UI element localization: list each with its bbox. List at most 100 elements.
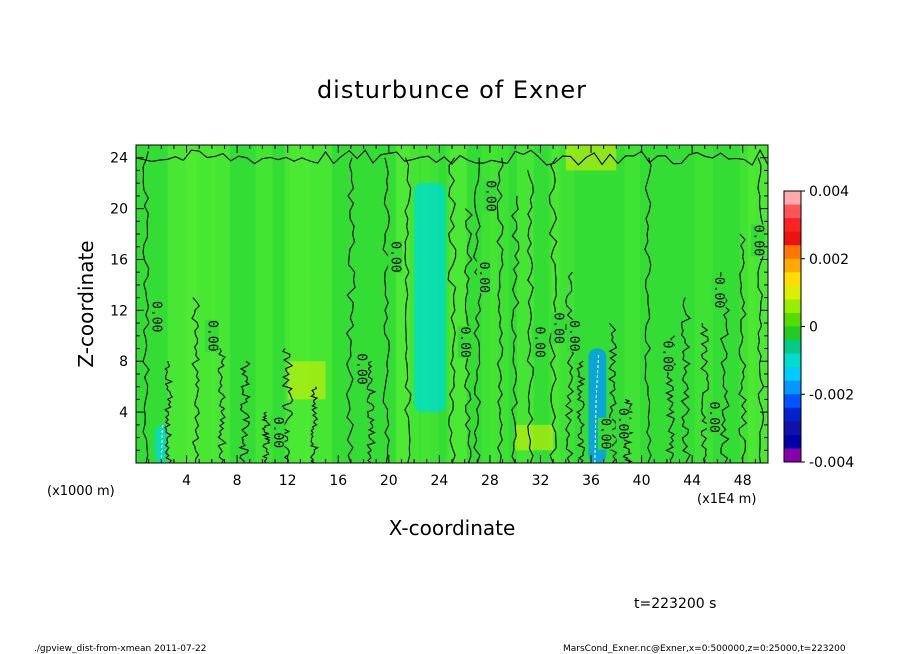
negative-zone — [154, 424, 168, 463]
zero-contour — [382, 157, 390, 463]
contour-label: 0.00 — [149, 300, 164, 333]
zero-contour — [261, 411, 271, 463]
x-tick-label: 16 — [329, 473, 347, 489]
colorbar-cell — [784, 407, 801, 422]
zero-contour — [345, 157, 356, 463]
colorbar: 0.004 0.002 0 -0.002 -0.004 — [783, 184, 854, 471]
x-tick-label: 32 — [532, 473, 550, 489]
contour-label-text: 0.00 — [659, 340, 674, 371]
y-tick-label: 24 — [110, 151, 128, 167]
colorbar-cell — [784, 394, 801, 409]
colorbar-cell — [784, 434, 801, 449]
contour-label-text: 0.00 — [706, 402, 721, 433]
x-axis-unit: (x1E4 m) — [697, 492, 757, 507]
contour-label: 0.00 — [551, 312, 566, 345]
x-tick-label: 40 — [633, 473, 651, 489]
zero-contour — [473, 157, 482, 463]
colorbar-cell — [784, 258, 801, 273]
contour-label: 0.00 — [659, 340, 674, 373]
contour-label: 0.00 — [615, 407, 630, 440]
zero-contour — [366, 360, 377, 463]
zero-contour — [511, 195, 520, 463]
field-streak — [551, 145, 561, 463]
zero-contour — [548, 157, 558, 463]
x-tick-label: 44 — [683, 473, 701, 489]
contour-label-text: 0.00 — [532, 327, 547, 358]
colorbar-cell — [784, 421, 801, 436]
contour-label-bg — [353, 352, 368, 385]
colorbar-cell — [784, 340, 801, 355]
colorbar-cell — [784, 272, 801, 287]
field-streak — [167, 145, 197, 463]
field-streak — [624, 145, 641, 463]
y-axis-label: Z-coordinate — [74, 240, 98, 368]
contour-label-text: 0.00 — [457, 327, 472, 358]
field-streak — [255, 145, 273, 463]
y-tick-label: 20 — [110, 202, 128, 218]
contour-label-text: 0.00 — [388, 241, 403, 272]
contour-label-text: 0.00 — [476, 262, 491, 293]
contour-label: 0.00 — [457, 326, 472, 359]
contour-label-bg — [388, 240, 403, 273]
field-streak — [517, 145, 534, 463]
contour-label: 0.00 — [270, 416, 285, 449]
colorbar-cell — [784, 191, 801, 206]
zero-contour — [309, 386, 319, 463]
time-annotation: t=223200 s — [634, 596, 717, 612]
colorbar-label: -0.004 — [809, 455, 854, 471]
positive-zone — [287, 361, 326, 400]
zero-contour — [699, 323, 710, 463]
contour-label-bg — [457, 326, 472, 359]
zero-contour — [607, 322, 618, 463]
colorbar-cell — [784, 326, 801, 341]
colorbar-cell — [784, 299, 801, 314]
colorbar-label: 0.002 — [809, 252, 849, 268]
colorbar-cell — [784, 231, 801, 246]
zero-contour — [404, 157, 412, 463]
colorbar-label: 0 — [809, 320, 818, 336]
contour-label: 0.00 — [750, 224, 765, 257]
contour-label: 0.00 — [482, 179, 497, 212]
zero-contour — [496, 157, 504, 463]
zero-contour — [576, 360, 586, 463]
contour-label-bg — [597, 417, 612, 450]
contour-label-bg — [149, 300, 164, 333]
field-streak — [560, 145, 575, 463]
contour-label-text: 0.00 — [482, 180, 497, 211]
field-streak — [186, 145, 215, 463]
field-streak — [748, 145, 768, 463]
y-tick-label: 4 — [119, 405, 128, 421]
x-axis-label: X-coordinate — [388, 516, 516, 540]
contour-label-bg — [532, 326, 547, 359]
zero-contour — [136, 149, 768, 166]
x-tick-label: 36 — [582, 473, 600, 489]
x-tick-label: 8 — [233, 473, 242, 489]
positive-zone — [515, 424, 554, 451]
field-streak — [481, 145, 497, 463]
contour-label: 0.00 — [532, 326, 547, 359]
contour-label-bg — [482, 179, 497, 212]
heatmap-field — [136, 145, 768, 463]
contour-label: 0.00 — [204, 319, 219, 352]
field-streak — [285, 145, 311, 463]
colorbar-cell — [784, 245, 801, 260]
negative-contour — [160, 424, 164, 463]
field-streak — [396, 145, 420, 463]
field-streak — [449, 145, 467, 463]
negative-contour — [594, 354, 600, 463]
contour-label-text: 0.00 — [711, 277, 726, 308]
contour-label: 0.00 — [476, 261, 491, 294]
contour-label-text: 0.00 — [353, 353, 368, 384]
contour-labels: 0.000.000.000.000.000.000.000.000.00 0.00… — [149, 179, 765, 450]
contour-label: 0.00 — [388, 240, 403, 273]
x-tick-label: 12 — [279, 473, 297, 489]
contour-label-text: 0.00 — [149, 301, 164, 332]
contour-label: 0.00 — [597, 417, 612, 450]
zero-contour — [526, 170, 534, 463]
zero-contour — [738, 233, 748, 463]
y-axis-unit: (x1000 m) — [47, 484, 115, 499]
footer-left: ./gpview_dist-from-xmean 2011-07-22 — [34, 644, 207, 654]
contour-label-bg — [551, 312, 566, 345]
colorbar-cell — [784, 448, 801, 463]
contour-label: 0.00 — [706, 401, 721, 434]
